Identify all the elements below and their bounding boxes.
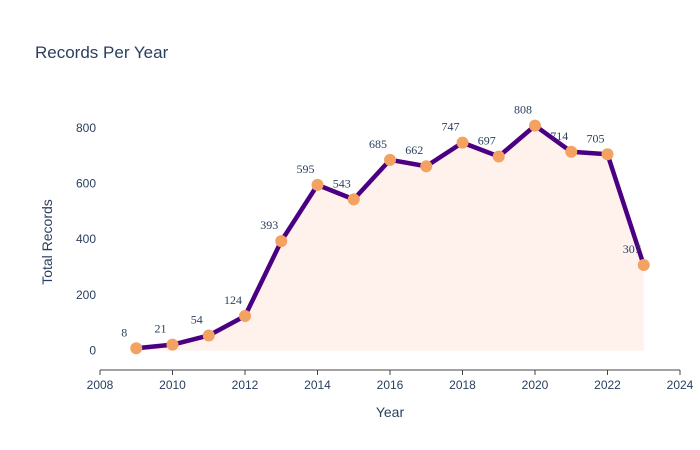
x-tick-label: 2010	[159, 378, 186, 392]
y-tick-label: 0	[89, 344, 96, 358]
y-tick-label: 200	[76, 288, 96, 302]
x-tick-label: 2014	[304, 378, 331, 392]
x-tick-label: 2012	[232, 378, 259, 392]
data-point	[384, 153, 396, 166]
data-point	[239, 310, 251, 322]
data-point	[601, 148, 614, 161]
data-point	[492, 150, 505, 163]
data-point	[529, 119, 541, 132]
data-label: 595	[297, 162, 315, 176]
data-label: 714	[550, 129, 568, 143]
x-tick-label: 2016	[377, 378, 404, 392]
plot-area: 8 21 54 124 393 595 543 685 662 747 697 808 714 705 30…	[121, 103, 650, 355]
y-tick-label: 800	[76, 121, 96, 135]
y-axis: 0 200 400 600 800	[76, 121, 96, 358]
data-label: 705	[587, 131, 605, 145]
x-tick-label: 2020	[522, 378, 549, 392]
data-point	[130, 342, 143, 355]
data-point	[347, 193, 360, 206]
data-point	[275, 235, 288, 248]
data-label: 662	[405, 143, 423, 157]
y-tick-label: 600	[76, 177, 96, 191]
data-label: 8	[121, 325, 127, 339]
data-label: 697	[478, 134, 496, 148]
data-label: 124	[224, 293, 242, 307]
y-tick-label: 400	[76, 232, 96, 246]
data-point	[420, 160, 433, 173]
data-label: 393	[260, 218, 278, 232]
data-label: 543	[333, 176, 351, 190]
data-label: 747	[442, 120, 460, 134]
y-axis-title: Total Records	[39, 199, 55, 285]
data-label: 54	[191, 312, 203, 326]
chart-title: Records Per Year	[35, 43, 169, 62]
data-point	[311, 178, 324, 191]
data-point	[456, 136, 469, 149]
x-tick-label: 2008	[87, 378, 114, 392]
data-point	[565, 145, 578, 158]
x-tick-label: 2018	[449, 378, 476, 392]
data-label: 808	[514, 103, 532, 117]
data-label: 685	[369, 137, 387, 151]
data-point	[202, 329, 215, 342]
x-axis: 2008 2010 2012 2014 2016 2018 2020 2022 2024	[87, 369, 694, 392]
x-tick-label: 2024	[667, 378, 694, 392]
x-axis-title: Year	[376, 404, 405, 420]
data-label: 21	[155, 322, 167, 336]
data-point	[166, 338, 179, 351]
data-point	[637, 259, 650, 272]
area-fill	[136, 125, 644, 351]
x-tick-label: 2022	[594, 378, 621, 392]
data-label: 307	[623, 242, 641, 256]
